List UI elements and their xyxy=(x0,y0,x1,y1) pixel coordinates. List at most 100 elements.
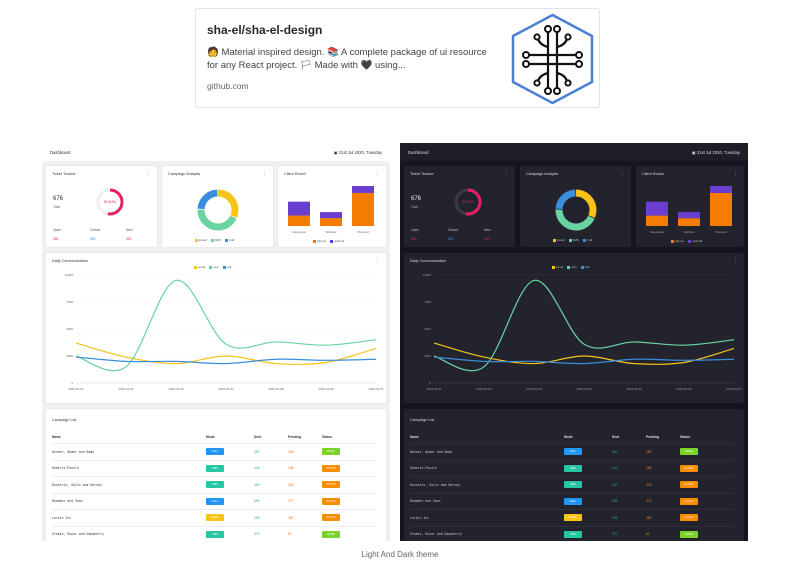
table-row[interactable]: Renner, Wymer and Bode CALL 397 289 DONE xyxy=(52,443,376,460)
row-name: Kunzerix, Ostis and Harvey xyxy=(52,482,102,487)
y-tick-label: 0 xyxy=(71,381,73,385)
legend-call: call xyxy=(580,265,589,269)
status-badge[interactable]: ACTIVE xyxy=(322,514,340,522)
header-status[interactable]: Status xyxy=(680,435,691,439)
mode-badge[interactable]: EMAIL xyxy=(206,514,224,522)
row-pending: 373 xyxy=(646,499,652,504)
bar-integration-iphone[interactable] xyxy=(288,215,310,226)
status-badge[interactable]: DONE xyxy=(322,448,340,456)
x-tick-label: 2020-01-05 xyxy=(268,387,284,391)
header-name[interactable]: Name xyxy=(52,435,61,439)
table-row[interactable]: Kunzerix, Ostis and Harvey SMS 400 343 ACTIV… xyxy=(410,476,734,493)
donut-slice-sms[interactable] xyxy=(555,189,597,231)
mode-badge[interactable]: SMS xyxy=(206,464,224,472)
mode-badge[interactable]: EMAIL xyxy=(564,514,582,522)
header-mode[interactable]: Mode xyxy=(206,435,215,439)
status-badge[interactable]: ACTIVE xyxy=(680,514,698,522)
x-tick-label: 2020-01-05 xyxy=(626,387,642,391)
status-badge[interactable]: ACTIVE xyxy=(322,481,340,489)
bar-integration-iphone[interactable] xyxy=(646,215,668,226)
header-pending[interactable]: Pending xyxy=(646,435,660,439)
bar-planned-android[interactable] xyxy=(352,186,374,193)
repo-description: 🧑 Material inspired design. 📚 A complete… xyxy=(207,47,487,71)
more-vert-icon[interactable]: ⋮ xyxy=(733,171,738,177)
y-tick-label: 2500 xyxy=(66,354,73,358)
table-row[interactable]: Stokes, Runor and Daugherty SMS 370 81 DONE xyxy=(410,525,734,542)
bar-planned-iphone[interactable] xyxy=(352,192,374,226)
mode-badge[interactable]: SMS xyxy=(564,464,582,472)
client-reach-bar-chart: Integration Website Planned xyxy=(288,186,374,234)
header-mode[interactable]: Mode xyxy=(564,435,573,439)
mode-badge[interactable]: SMS xyxy=(564,481,582,489)
legend-call: Call xyxy=(225,238,234,242)
bar-integration-android[interactable] xyxy=(288,201,310,216)
status-badge[interactable]: ACTIVE xyxy=(680,464,698,472)
card-title: Ticket Tracker xyxy=(52,172,76,176)
bar-website-android[interactable] xyxy=(678,212,700,219)
row-sent: 370 xyxy=(612,532,618,537)
client-reach-legend: Iphone android xyxy=(313,239,344,243)
line-series-sms[interactable] xyxy=(75,279,377,372)
mode-badge[interactable]: CALL xyxy=(206,448,224,456)
more-vert-icon[interactable]: ⋮ xyxy=(504,171,509,177)
line-series-email[interactable] xyxy=(433,342,735,365)
status-badge[interactable]: ACTIVE xyxy=(680,481,698,489)
row-sent: 295 xyxy=(612,515,618,520)
mode-badge[interactable]: SMS xyxy=(206,530,224,538)
table-row[interactable]: Roberts-Pouzle SMS 443 288 ACTIVE xyxy=(410,459,734,477)
header-pending[interactable]: Pending xyxy=(288,435,302,439)
bar-category-label: Website xyxy=(684,230,695,234)
repo-host: github.com xyxy=(207,81,249,91)
line-series-call[interactable] xyxy=(75,356,377,365)
more-vert-icon[interactable]: ⋮ xyxy=(262,171,267,177)
bar-integration-android[interactable] xyxy=(646,201,668,216)
table-row[interactable]: Stokes, Runor and Daugherty SMS 370 81 DONE xyxy=(52,525,376,542)
status-badge[interactable]: DONE xyxy=(680,448,698,456)
status-badge[interactable]: DONE xyxy=(322,530,340,538)
table-row[interactable]: Dhaaber and Sons CALL 695 373 ACTIVE xyxy=(410,492,734,510)
header-sent[interactable]: Sent xyxy=(254,435,262,439)
line-series-call[interactable] xyxy=(433,356,735,365)
bar-website-iphone[interactable] xyxy=(678,218,700,226)
donut-slice-email[interactable] xyxy=(197,189,239,231)
table-row[interactable]: Dhaaber and Sons CALL 695 373 ACTIVE xyxy=(52,492,376,510)
status-badge[interactable]: ACTIVE xyxy=(322,464,340,472)
more-vert-icon[interactable]: ⋮ xyxy=(375,258,380,264)
more-vert-icon[interactable]: ⋮ xyxy=(733,258,738,264)
table-row[interactable]: Kunzerix, Ostis and Harvey SMS 400 343 ACTIV… xyxy=(52,476,376,493)
campaign-table: Name Mode Sent Pending Status Renner, Wy… xyxy=(410,431,734,541)
mode-badge[interactable]: CALL xyxy=(564,448,582,456)
status-badge[interactable]: DONE xyxy=(680,530,698,538)
mode-badge[interactable]: SMS xyxy=(206,481,224,489)
repo-title[interactable]: sha-el/sha-el-design xyxy=(207,23,323,37)
header-status[interactable]: Status xyxy=(322,435,333,439)
bar-planned-iphone[interactable] xyxy=(710,192,732,226)
more-vert-icon[interactable]: ⋮ xyxy=(620,171,625,177)
more-vert-icon[interactable]: ⋮ xyxy=(375,171,380,177)
repo-card[interactable]: sha-el/sha-el-design 🧑 Material inspired… xyxy=(195,8,600,108)
x-tick-label: 2020-01-04 xyxy=(576,387,592,391)
x-tick-label: 2020-01-04 xyxy=(218,387,234,391)
stat-closed-label: Closed xyxy=(90,228,101,232)
table-row[interactable]: Larkin Inc EMAIL 295 382 ACTIVE xyxy=(52,509,376,526)
x-tick-label: 2020-01-03 xyxy=(168,387,184,391)
mode-badge[interactable]: CALL xyxy=(206,497,224,505)
mode-badge[interactable]: CALL xyxy=(564,497,582,505)
bar-planned-android[interactable] xyxy=(710,186,732,193)
header-name[interactable]: Name xyxy=(410,435,419,439)
more-vert-icon[interactable]: ⋮ xyxy=(146,171,151,177)
status-badge[interactable]: ACTIVE xyxy=(322,497,340,505)
table-row[interactable]: Roberts-Pouzle SMS 443 288 ACTIVE xyxy=(52,459,376,477)
header-sent[interactable]: Sent xyxy=(612,435,620,439)
table-row[interactable]: Renner, Wymer and Bode CALL 397 289 DONE xyxy=(410,443,734,460)
donut-slice-sms[interactable] xyxy=(197,189,239,231)
bar-website-android[interactable] xyxy=(320,212,342,219)
table-row[interactable]: Larkin Inc EMAIL 295 382 ACTIVE xyxy=(410,509,734,526)
mode-badge[interactable]: SMS xyxy=(564,530,582,538)
donut-slice-email[interactable] xyxy=(555,189,597,231)
status-badge[interactable]: ACTIVE xyxy=(680,497,698,505)
row-name: Larkin Inc xyxy=(52,515,72,520)
line-series-email[interactable] xyxy=(75,342,377,365)
bar-website-iphone[interactable] xyxy=(320,218,342,226)
line-series-sms[interactable] xyxy=(433,279,735,372)
